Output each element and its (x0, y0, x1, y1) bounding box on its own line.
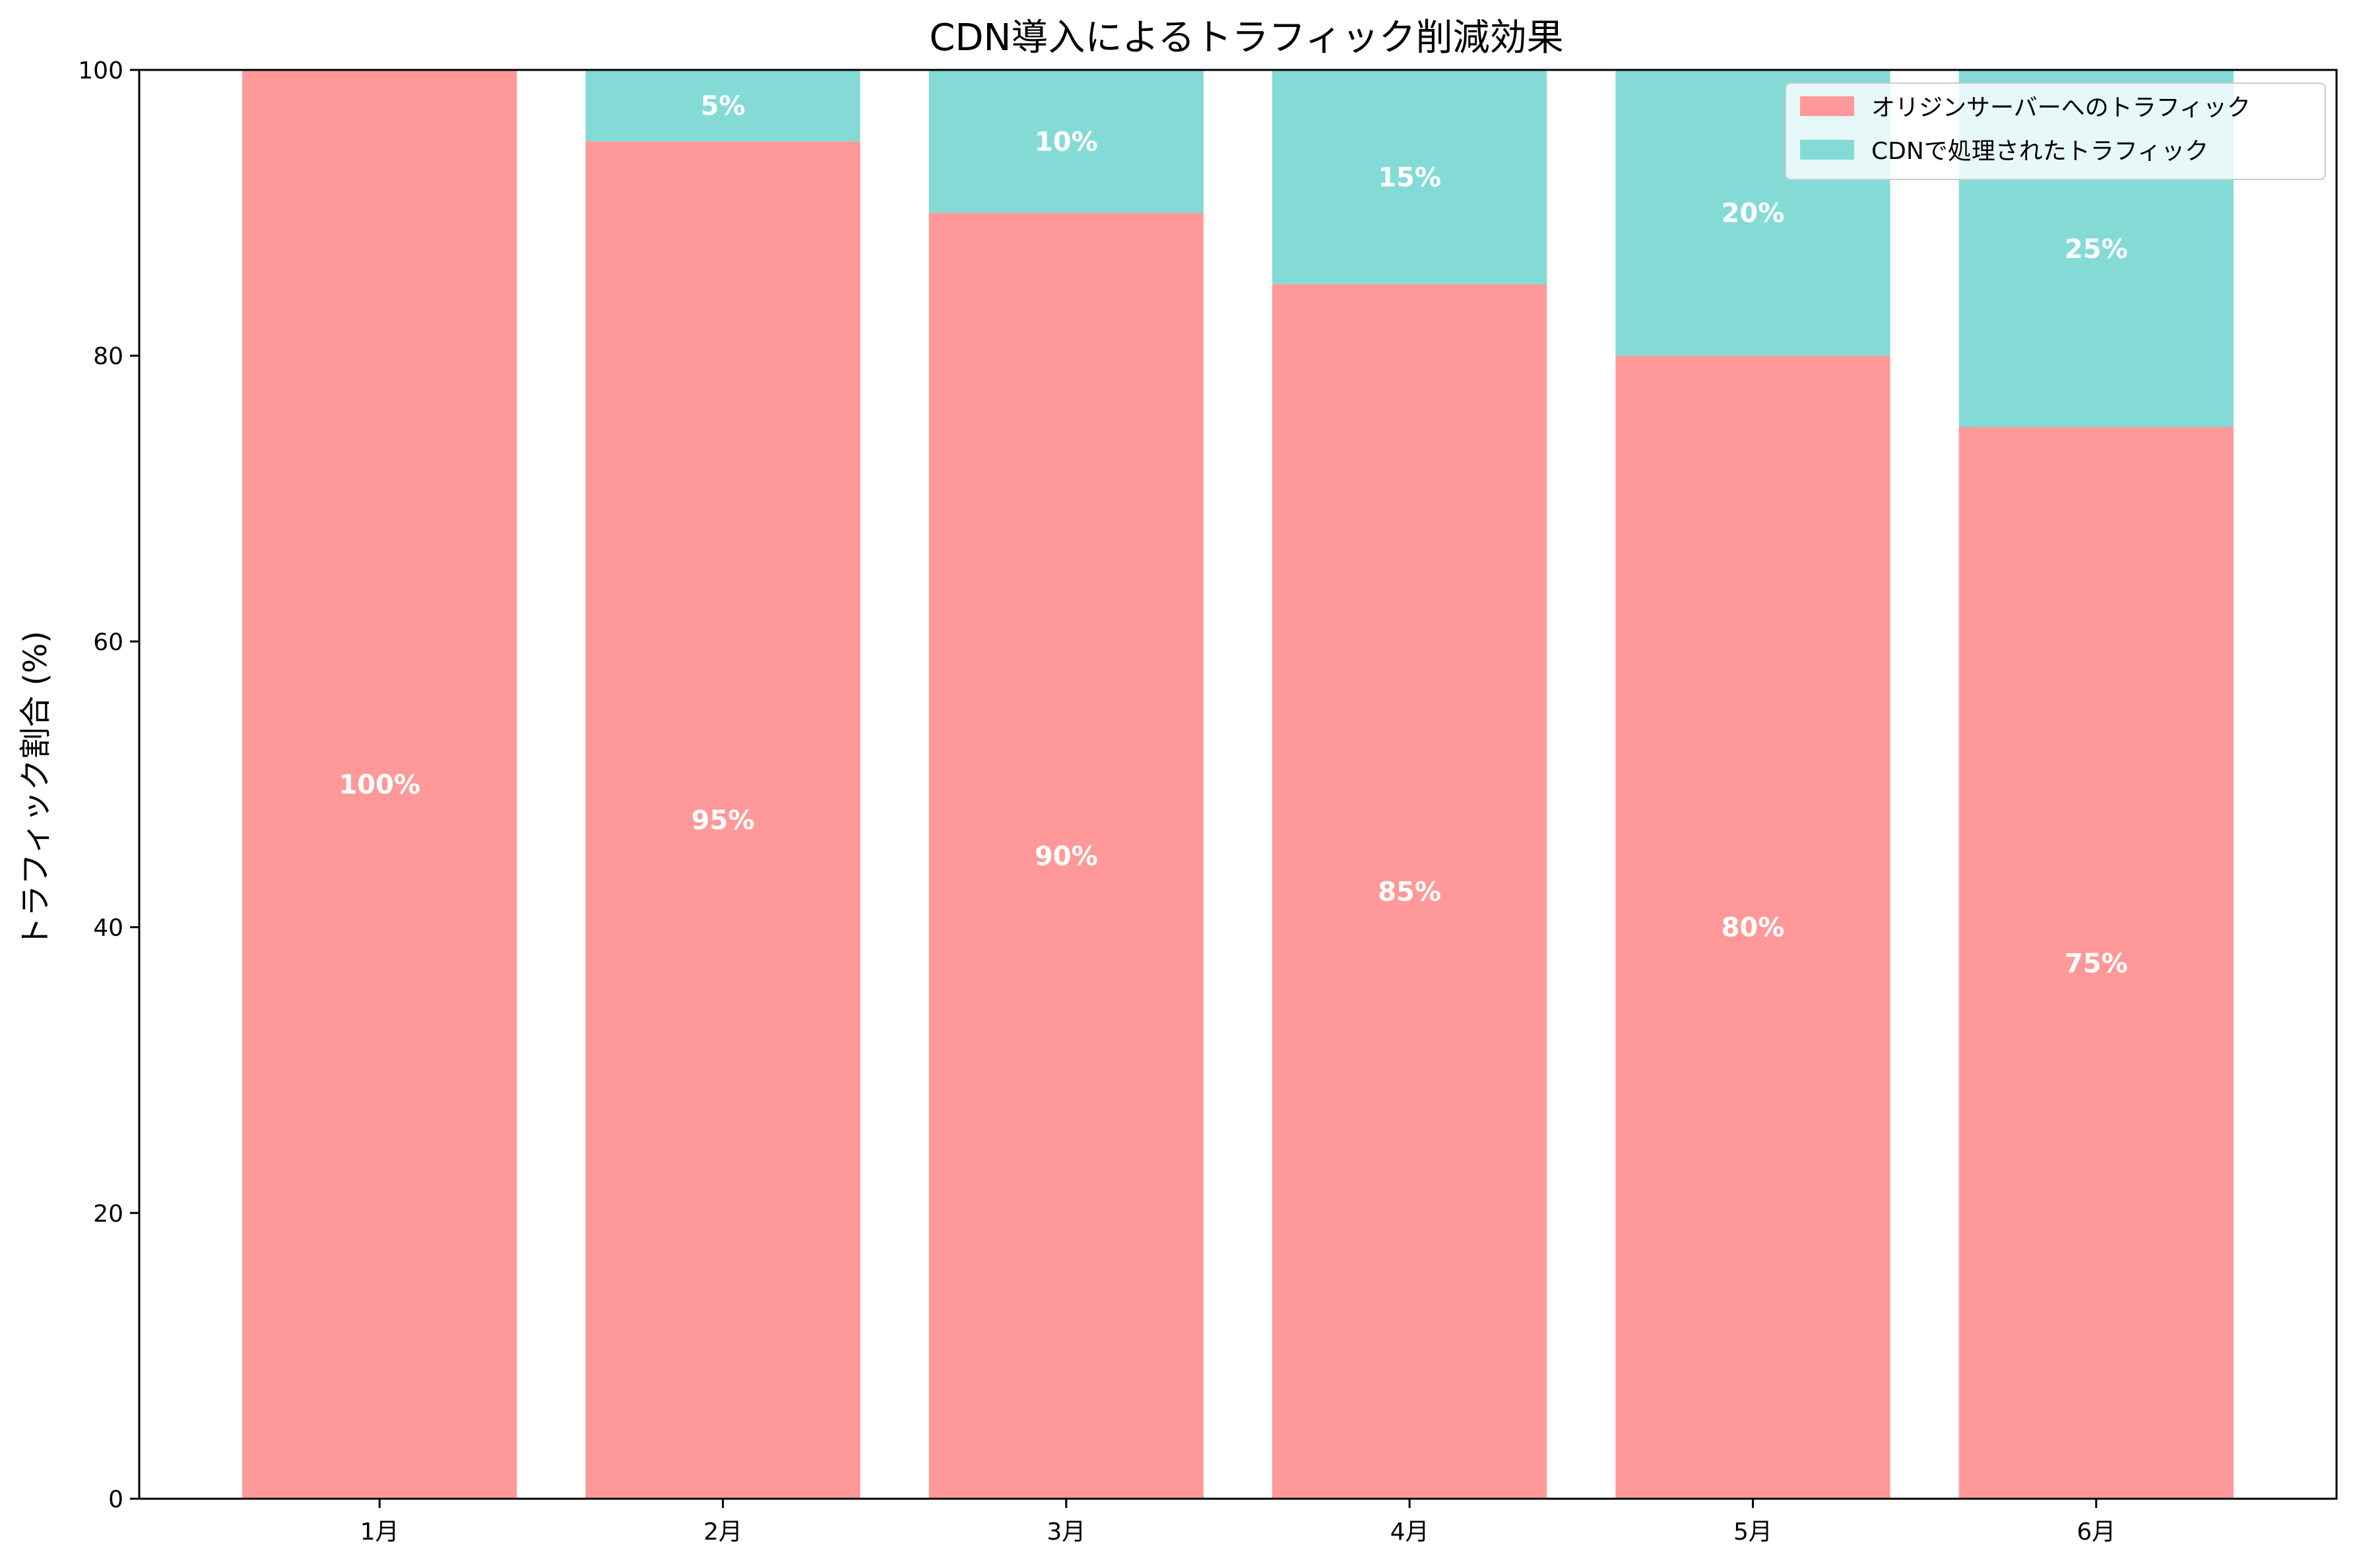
bar-origin-6 (1958, 427, 2234, 1499)
plot-frame (138, 69, 2338, 1500)
bars-layer (242, 70, 2234, 1499)
x-tick-label: 2月 (703, 1519, 742, 1546)
bar-label-origin-4: 85% (1378, 877, 1441, 907)
bar-origin-3 (928, 212, 1204, 1499)
bar-origin-5 (1615, 356, 1890, 1499)
x-tick-label: 6月 (2077, 1519, 2115, 1546)
bar-label-cdn-5: 20% (1722, 199, 1785, 229)
bar-cdn-3 (928, 70, 1204, 213)
y-tick-label: 0 (108, 1486, 123, 1513)
chart-title: CDN導入によるトラフィック削減効果 (929, 16, 1563, 59)
bar-label-origin-2: 95% (692, 805, 755, 836)
bar-label-cdn-6: 25% (2065, 234, 2128, 265)
bar-label-origin-3: 90% (1035, 841, 1098, 871)
legend-label-cdn: CDNで処理されたトラフィック (1871, 138, 2209, 165)
bar-origin-2 (585, 141, 860, 1499)
bar-label-cdn-4: 15% (1378, 162, 1441, 193)
legend-box (1785, 82, 2326, 180)
y-axis: 0 20 40 60 80 100 (78, 57, 139, 1513)
y-tick-label: 80 (93, 343, 123, 370)
legend-swatch-cdn (1800, 140, 1854, 160)
bar-origin-1 (242, 70, 517, 1499)
bar-label-origin-6: 75% (2065, 949, 2128, 979)
legend: オリジンサーバーへのトラフィック CDNで処理されたトラフィック (1785, 82, 2326, 180)
x-tick-label: 4月 (1390, 1519, 1429, 1546)
bar-label-origin-1: 100% (339, 770, 420, 800)
bar-label-cdn-2: 5% (701, 91, 746, 121)
bar-cdn-4 (1272, 70, 1547, 284)
legend-label-origin: オリジンサーバーへのトラフィック (1871, 94, 2251, 121)
y-tick-label: 60 (93, 629, 123, 656)
x-tick-label: 1月 (360, 1519, 399, 1546)
x-tick-label: 5月 (1733, 1519, 1772, 1546)
bar-cdn-2 (585, 70, 860, 142)
bar-origin-4 (1272, 284, 1547, 1499)
x-axis: 1月 2月 3月 4月 5月 6月 (360, 1499, 2115, 1546)
bar-label-cdn-3: 10% (1035, 127, 1098, 157)
bar-labels-layer: 100% 95% 5% 90% 10% 85% 15% 80% 20% 75% 25% (339, 91, 2127, 979)
x-tick-label: 3月 (1047, 1519, 1085, 1546)
bar-label-origin-5: 80% (1722, 913, 1785, 943)
y-axis-label: トラフィック割合 (%) (17, 631, 54, 948)
legend-swatch-origin (1800, 96, 1854, 116)
y-tick-label: 100 (78, 57, 123, 84)
y-tick-label: 20 (93, 1201, 123, 1228)
y-tick-label: 40 (93, 915, 123, 942)
